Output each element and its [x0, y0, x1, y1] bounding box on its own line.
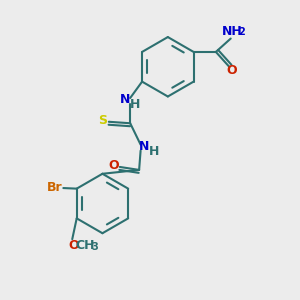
Text: CH: CH: [75, 239, 94, 252]
Text: N: N: [139, 140, 149, 153]
Text: 2: 2: [238, 27, 245, 37]
Text: NH: NH: [222, 25, 243, 38]
Text: H: H: [130, 98, 140, 111]
Text: N: N: [120, 93, 130, 106]
Text: 3: 3: [91, 242, 98, 253]
Text: O: O: [108, 159, 119, 172]
Text: O: O: [226, 64, 237, 77]
Text: Br: Br: [46, 181, 62, 194]
Text: O: O: [68, 239, 79, 252]
Text: H: H: [149, 145, 159, 158]
Text: S: S: [98, 114, 107, 128]
